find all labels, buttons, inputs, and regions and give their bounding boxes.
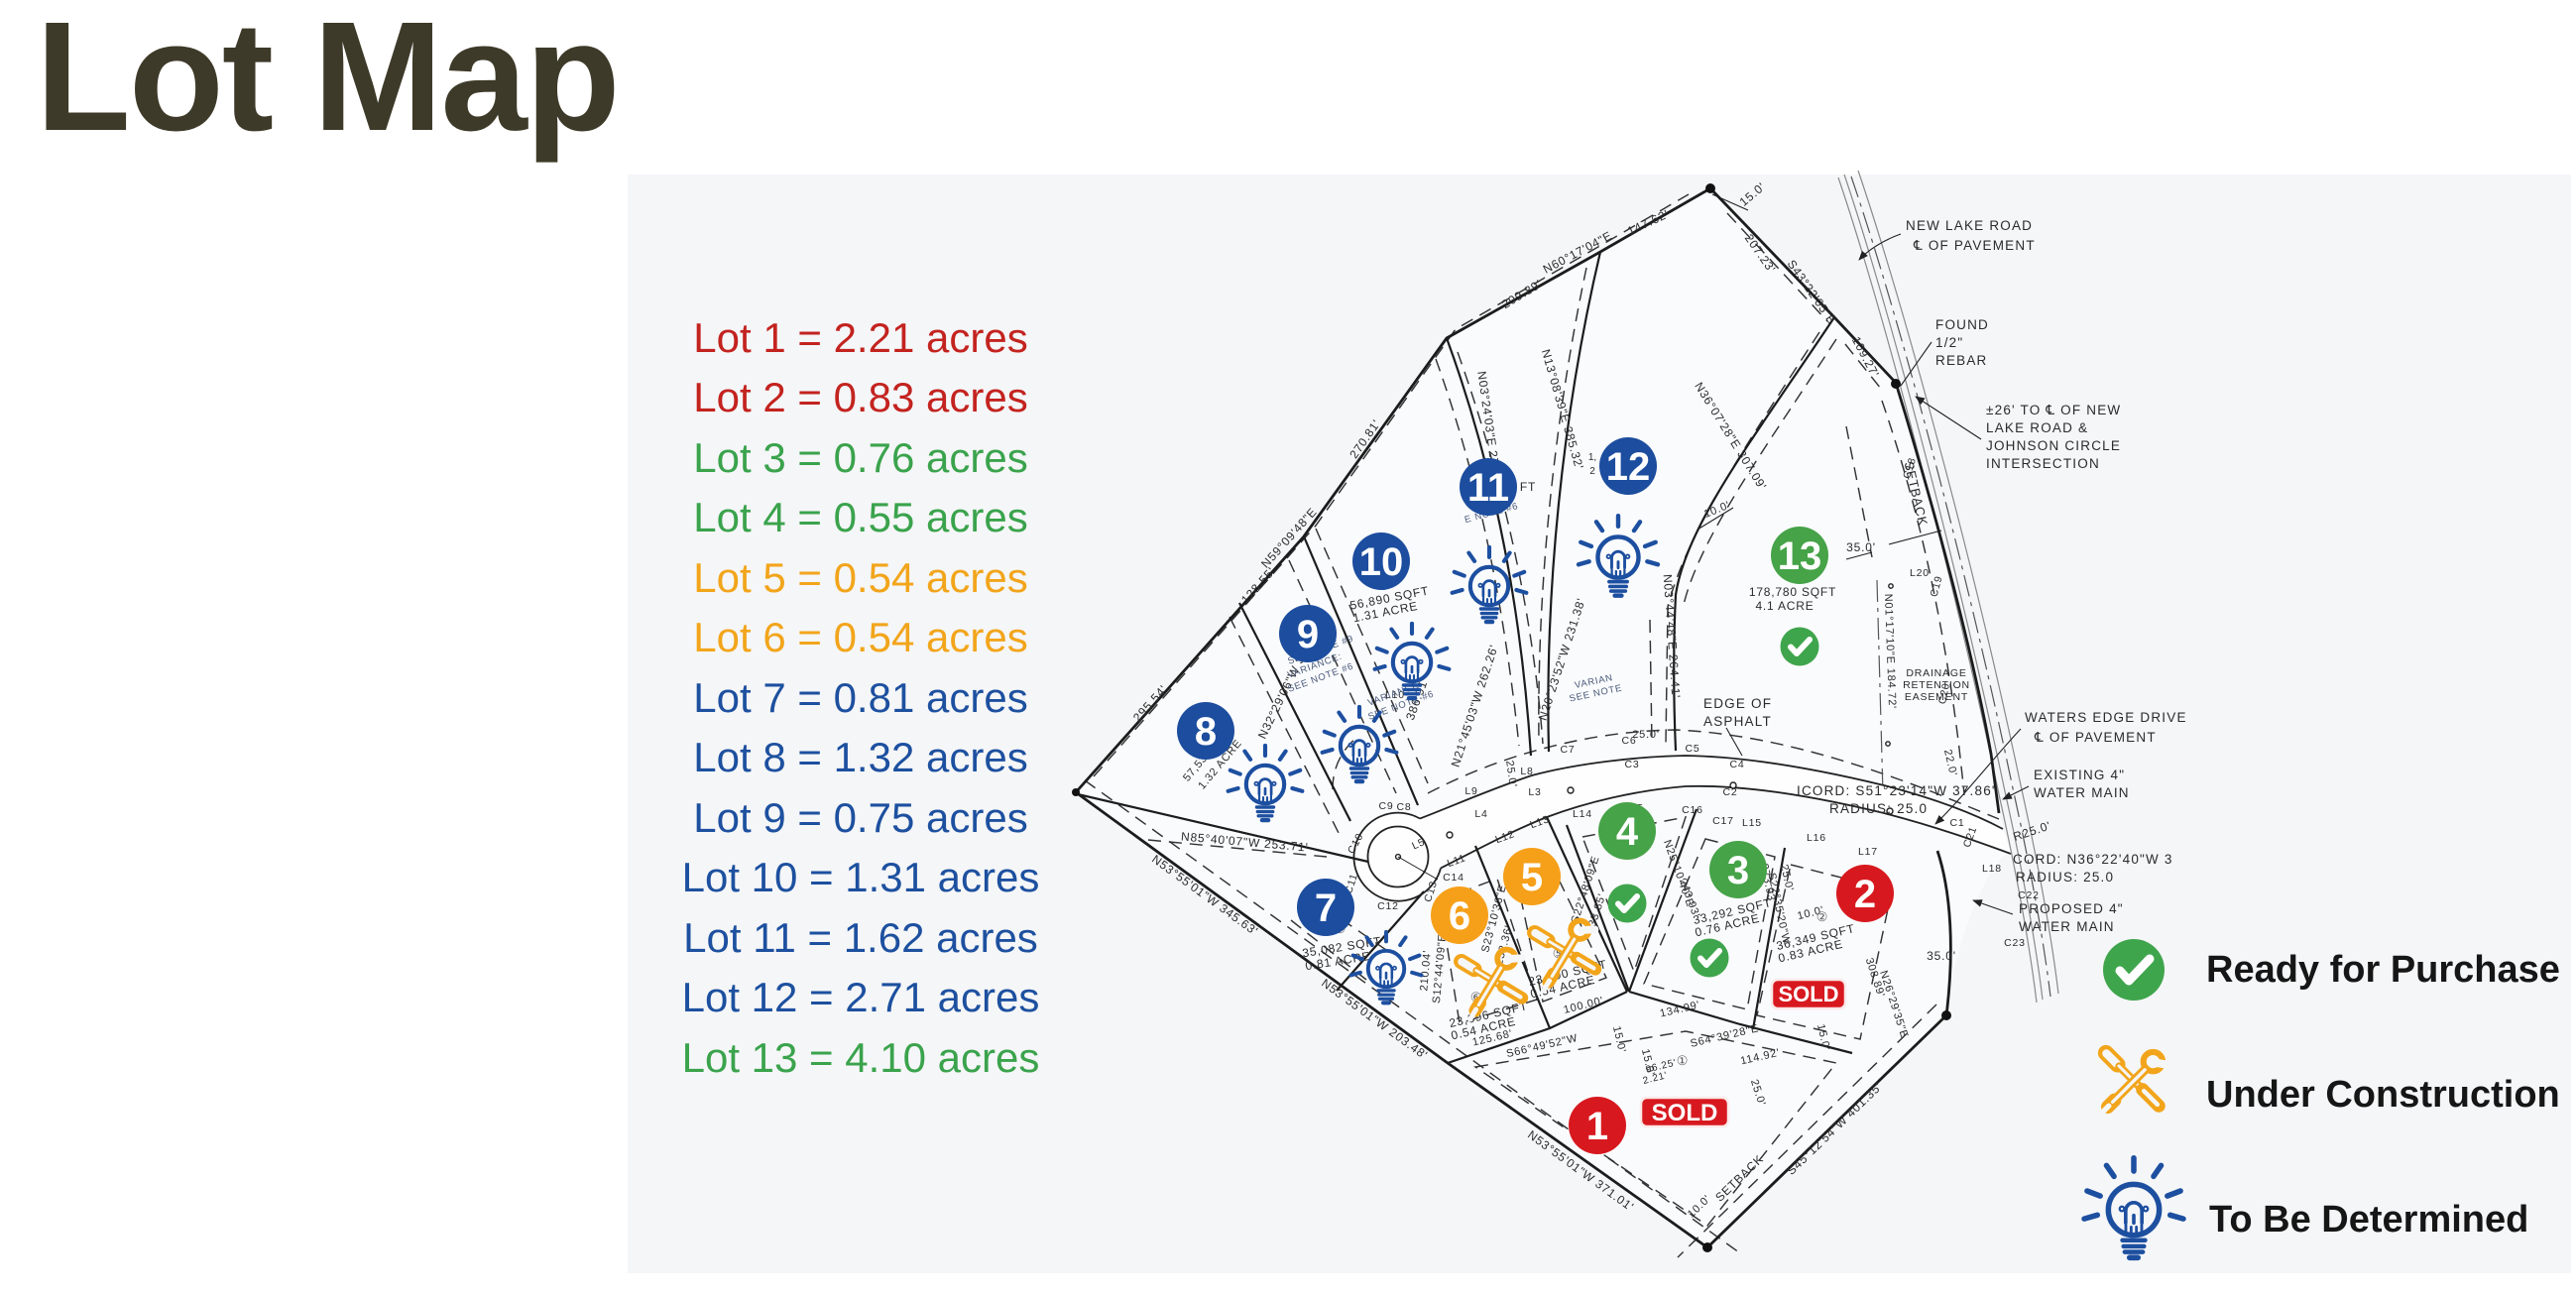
svg-text:L14: L14 (1573, 808, 1592, 820)
svg-text:℄ OF PAVEMENT: ℄ OF PAVEMENT (2034, 730, 2157, 745)
svg-text:L9: L9 (1464, 785, 1477, 797)
svg-text:C17: C17 (1712, 815, 1734, 827)
svg-text:15.0': 15.0' (1737, 179, 1769, 209)
svg-text:L17: L17 (1858, 846, 1878, 858)
svg-text:4.1 ACRE: 4.1 ACRE (1755, 599, 1814, 613)
svg-text:RADIUS: 25.0: RADIUS: 25.0 (1829, 801, 1928, 816)
svg-text:C1: C1 (1949, 817, 1964, 829)
svg-text:1,: 1, (1588, 452, 1596, 463)
svg-text:FOUND: FOUND (1935, 317, 1989, 332)
svg-text:2: 2 (1854, 873, 1876, 916)
svg-text:JOHNSON CIRCLE: JOHNSON CIRCLE (1986, 438, 2121, 453)
svg-text:6: 6 (1449, 894, 1470, 938)
svg-text:L20: L20 (1910, 567, 1930, 579)
svg-text:INTERSECTION: INTERSECTION (1986, 456, 2100, 471)
svg-text:±26' TO ℄ OF NEW: ±26' TO ℄ OF NEW (1986, 403, 2121, 417)
svg-text:35.0': 35.0' (1846, 540, 1876, 554)
svg-text:178,780 SQFT: 178,780 SQFT (1749, 585, 1836, 599)
svg-text:REBAR: REBAR (1935, 353, 1988, 368)
svg-text:RETENTION: RETENTION (1903, 679, 1970, 691)
svg-text:ICORD: S51°23'14"W 37.86': ICORD: S51°23'14"W 37.86' (1797, 783, 1996, 798)
svg-text:C2: C2 (1722, 786, 1737, 798)
svg-text:5: 5 (1521, 856, 1543, 899)
svg-text:25.0': 25.0' (1503, 760, 1519, 788)
svg-text:1/2": 1/2" (1935, 335, 1963, 350)
svg-text:L4: L4 (1474, 808, 1487, 820)
svg-text:EDGE OF: EDGE OF (1703, 696, 1772, 711)
svg-text:N01°17'10"E 184.72': N01°17'10"E 184.72' (1882, 594, 1898, 710)
svg-text:②: ② (1816, 909, 1828, 924)
svg-text:10: 10 (1359, 540, 1404, 584)
svg-text:L15: L15 (1742, 817, 1762, 829)
svg-text:RADIUS: 25.0: RADIUS: 25.0 (2016, 870, 2114, 885)
svg-text:C9: C9 (1378, 800, 1393, 812)
svg-text:DRAINAGE: DRAINAGE (1906, 667, 1966, 679)
svg-text:PROPOSED 4": PROPOSED 4" (2019, 901, 2124, 916)
svg-text:C19: C19 (1929, 574, 1945, 598)
svg-text:C3: C3 (1624, 759, 1639, 770)
svg-text:25.0': 25.0' (1632, 729, 1660, 741)
svg-text:1: 1 (1586, 1105, 1608, 1148)
svg-text:C16: C16 (1682, 804, 1703, 816)
svg-text:SOLD: SOLD (1652, 1100, 1718, 1126)
svg-text:ASPHALT: ASPHALT (1703, 714, 1772, 729)
svg-text:⑥: ⑥ (1470, 990, 1482, 1005)
svg-text:C4: C4 (1729, 759, 1744, 770)
svg-text:C6: C6 (1621, 735, 1636, 747)
svg-text:3: 3 (1727, 849, 1749, 892)
svg-text:L10: L10 (1385, 689, 1405, 701)
svg-text:C12: C12 (1377, 900, 1399, 912)
svg-text:℄ OF PAVEMENT: ℄ OF PAVEMENT (1913, 238, 2036, 253)
svg-text:WATER MAIN: WATER MAIN (2034, 785, 2130, 800)
svg-text:CORD: N36°22'40"W 3: CORD: N36°22'40"W 3 (2013, 852, 2173, 867)
svg-text:210.04': 210.04' (1418, 950, 1434, 992)
svg-text:12: 12 (1606, 445, 1651, 489)
svg-text:L16: L16 (1807, 832, 1826, 844)
svg-text:C5: C5 (1685, 743, 1699, 755)
svg-text:C23: C23 (2004, 937, 2026, 949)
svg-text:L3: L3 (1528, 786, 1541, 798)
svg-text:L18: L18 (1982, 863, 2002, 875)
svg-text:LAKE ROAD &: LAKE ROAD & (1986, 420, 2088, 435)
svg-text:FT: FT (1520, 480, 1536, 494)
svg-text:NEW LAKE ROAD: NEW LAKE ROAD (1906, 218, 2033, 233)
svg-text:9: 9 (1297, 613, 1319, 656)
svg-text:L8: L8 (1520, 766, 1533, 777)
svg-text:8: 8 (1195, 710, 1217, 754)
svg-text:WATER MAIN: WATER MAIN (2019, 919, 2115, 934)
svg-text:C7: C7 (1560, 744, 1575, 756)
svg-text:L5: L5 (1410, 836, 1427, 852)
svg-text:2: 2 (1589, 466, 1595, 477)
svg-text:C22: C22 (2018, 889, 2040, 901)
svg-text:C14: C14 (1443, 872, 1464, 884)
svg-text:①: ① (1677, 1053, 1689, 1068)
svg-text:C20: C20 (1936, 682, 1952, 706)
svg-text:WATERS EDGE DRIVE: WATERS EDGE DRIVE (2025, 710, 2187, 725)
svg-text:7: 7 (1315, 886, 1337, 930)
svg-text:⑤: ⑤ (1553, 946, 1565, 961)
svg-text:4: 4 (1616, 810, 1639, 854)
svg-text:EASEMENT: EASEMENT (1905, 691, 1968, 703)
svg-text:35.0': 35.0' (1927, 949, 1956, 963)
svg-text:13: 13 (1778, 534, 1822, 578)
svg-text:SOLD: SOLD (1778, 982, 1838, 1006)
svg-text:EXISTING 4": EXISTING 4" (2034, 768, 2125, 782)
svg-text:C8: C8 (1396, 801, 1411, 813)
svg-text:11: 11 (1467, 466, 1509, 510)
